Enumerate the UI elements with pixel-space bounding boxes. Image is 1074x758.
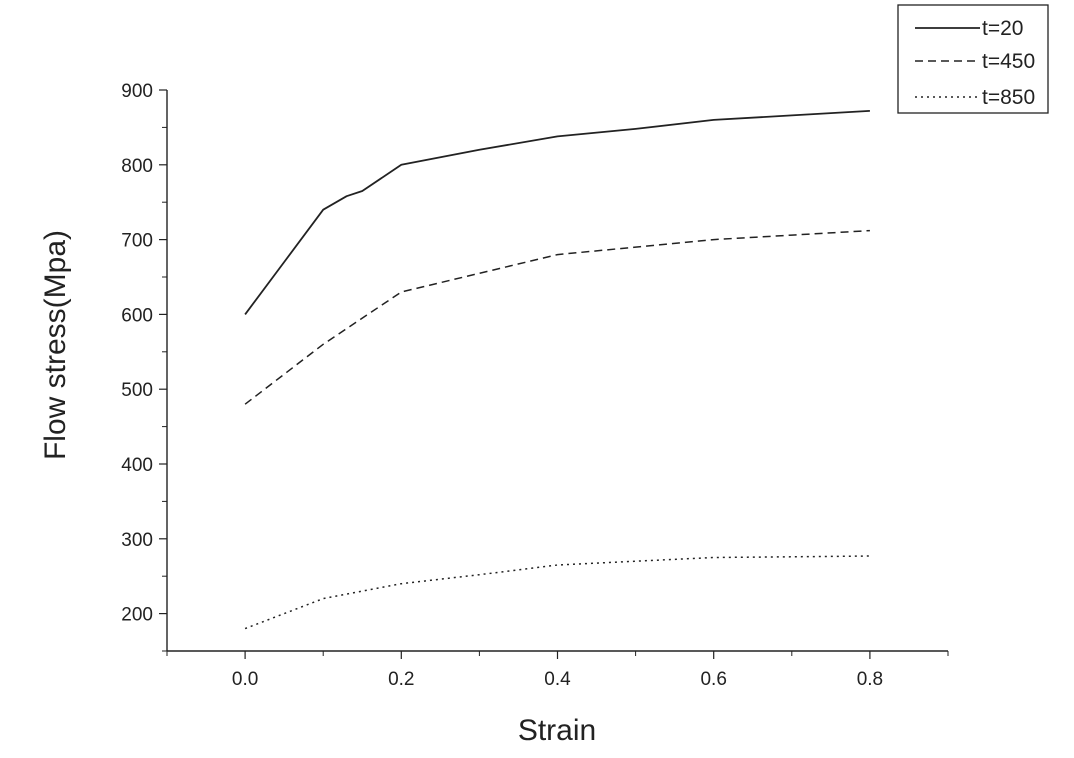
legend-label-1: t=20 — [982, 17, 1023, 40]
y-tick-labels: 200 300 400 500 600 700 800 900 — [121, 81, 153, 626]
x-tick-labels: 0.0 0.2 0.4 0.6 0.8 — [232, 669, 883, 690]
series-line-2 — [244, 229, 870, 405]
y-tick-label: 500 — [121, 380, 153, 401]
y-axis-title: Flow stress(Mpa) — [39, 230, 72, 460]
legend-box — [897, 4, 1049, 114]
x-tick-label: 0.0 — [232, 669, 258, 690]
series-line-3 — [244, 555, 870, 630]
legend: t=20 t=450 t=850 — [897, 4, 1049, 114]
plot-lines — [244, 110, 870, 630]
y-tick-label: 400 — [121, 455, 153, 476]
x-tick-label: 0.4 — [544, 669, 571, 690]
x-axis-title: Strain — [518, 714, 596, 747]
legend-label-2: t=450 — [982, 50, 1035, 73]
series-line-1 — [244, 110, 870, 315]
y-tick-label: 800 — [121, 156, 153, 177]
x-tick-label: 0.6 — [700, 669, 726, 690]
legend-label-3: t=850 — [982, 86, 1035, 109]
y-tick-label: 900 — [121, 81, 153, 102]
y-tick-label: 300 — [121, 530, 153, 551]
axes — [159, 89, 949, 659]
y-tick-label: 700 — [121, 231, 153, 252]
x-tick-label: 0.8 — [857, 669, 883, 690]
y-tick-label: 200 — [121, 605, 153, 626]
x-tick-label: 0.2 — [388, 669, 414, 690]
y-tick-label: 600 — [121, 305, 153, 326]
